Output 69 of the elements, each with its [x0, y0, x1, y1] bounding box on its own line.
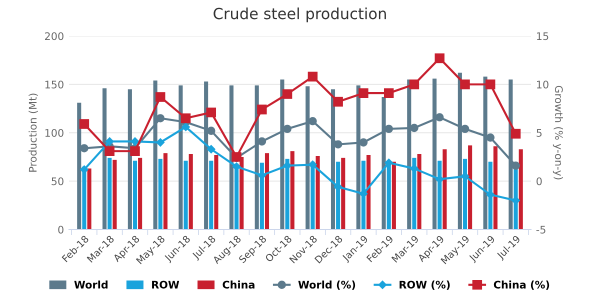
point	[410, 124, 418, 132]
bar	[158, 158, 162, 230]
point	[283, 124, 292, 134]
point	[104, 146, 114, 156]
point	[384, 88, 394, 98]
point	[80, 144, 88, 152]
point	[460, 124, 470, 134]
bar	[518, 149, 523, 230]
y-tick-label: 150	[45, 80, 64, 88]
y-tick-label: 100	[45, 128, 64, 137]
point	[333, 96, 343, 107]
point	[130, 146, 140, 156]
point	[156, 138, 165, 147]
bar	[184, 160, 188, 230]
y-tick-label: 0	[58, 226, 64, 234]
bar	[209, 160, 214, 230]
legend-label: World (%)	[298, 280, 356, 290]
point	[79, 119, 90, 129]
legend-label: China (%)	[494, 280, 550, 290]
point	[206, 108, 216, 118]
point	[358, 88, 368, 98]
point	[486, 80, 496, 90]
bar	[493, 146, 498, 230]
point	[384, 124, 394, 134]
legend-label: World	[74, 280, 108, 289]
chart-title: Crude steel production	[214, 8, 386, 22]
bar	[163, 153, 168, 230]
point	[510, 128, 521, 139]
bar	[188, 154, 193, 230]
bar	[112, 160, 117, 230]
y2-axis-title: Growth (% y-on-y)	[552, 86, 564, 180]
y2-tick-label: -5	[536, 226, 546, 234]
bar	[341, 158, 346, 230]
y2-tick-label: 10	[537, 80, 548, 88]
point	[308, 72, 318, 82]
point	[258, 137, 266, 146]
point	[434, 53, 444, 64]
bar	[108, 158, 112, 230]
y2-tick-label: 5	[536, 129, 542, 137]
bar	[132, 160, 138, 230]
point	[156, 92, 166, 102]
bar	[214, 155, 218, 230]
y-tick-label: 200	[45, 32, 64, 40]
bar	[442, 149, 447, 230]
bar	[138, 158, 142, 230]
bar	[366, 155, 371, 230]
point	[257, 104, 267, 114]
point	[182, 122, 190, 132]
point	[460, 80, 470, 90]
point	[105, 137, 114, 146]
y-tick-label: 50	[52, 177, 64, 186]
point	[308, 116, 317, 126]
point	[130, 137, 140, 146]
y-axis-title: Production (Mt)	[28, 94, 38, 172]
point	[512, 161, 520, 170]
y2-tick-label: 15	[537, 32, 548, 40]
point	[409, 80, 420, 90]
point	[359, 138, 368, 147]
legend-label: ROW (%)	[400, 280, 450, 290]
bar	[514, 168, 518, 230]
point	[486, 133, 495, 142]
point	[180, 113, 191, 124]
point	[282, 89, 292, 99]
point	[207, 145, 216, 154]
legend-label: ROW	[152, 280, 180, 289]
legend-label: China	[222, 280, 254, 289]
bar	[468, 145, 472, 230]
y2-tick-label: 0	[536, 177, 542, 186]
point	[156, 114, 165, 122]
